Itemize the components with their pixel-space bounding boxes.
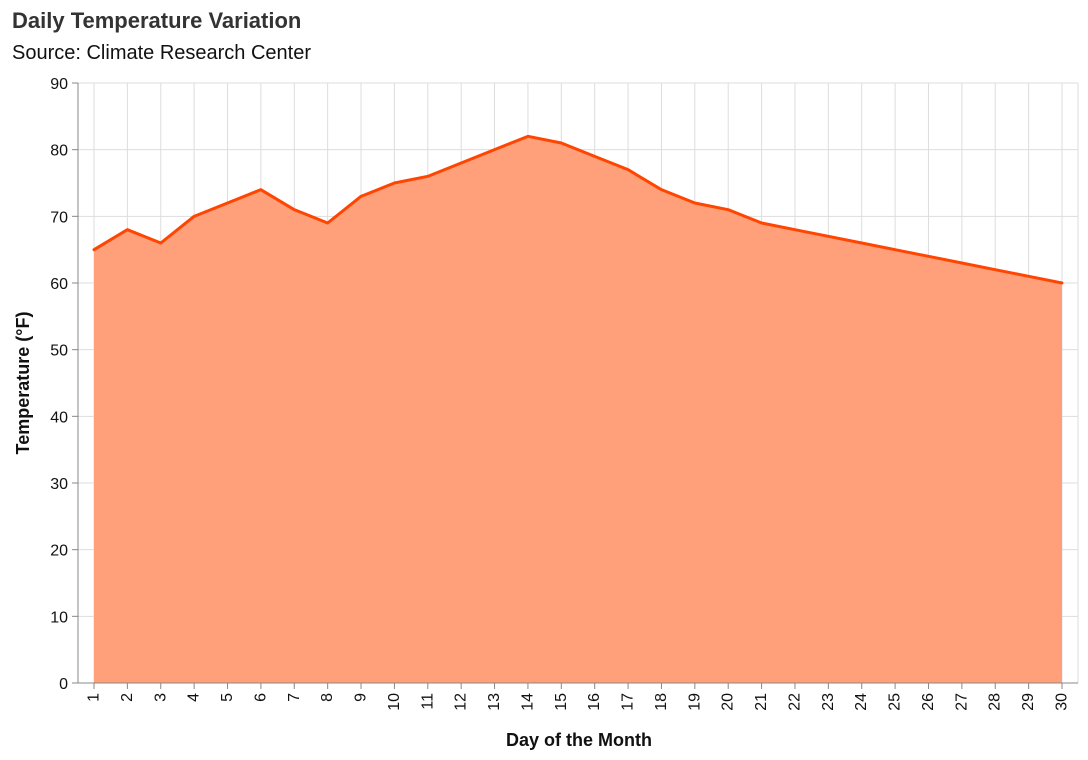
x-tick-label: 17 <box>620 693 637 711</box>
x-tick-label: 12 <box>453 693 470 711</box>
y-tick-label: 90 <box>50 76 68 93</box>
y-tick-label: 0 <box>59 676 68 693</box>
x-tick-label: 20 <box>720 693 737 711</box>
x-tick-label: 10 <box>386 693 403 711</box>
x-tick-label: 21 <box>753 693 770 711</box>
x-tick-label: 9 <box>353 693 370 702</box>
y-tick-label: 50 <box>50 343 68 360</box>
x-tick-label: 18 <box>653 693 670 711</box>
x-axis-title: Day of the Month <box>506 730 652 750</box>
x-tick-label: 5 <box>219 693 236 702</box>
x-tick-label: 25 <box>887 693 904 711</box>
x-tick-label: 27 <box>953 693 970 711</box>
x-tick-label: 7 <box>286 693 303 702</box>
y-tick-label: 30 <box>50 476 68 493</box>
x-tick-label: 1 <box>86 693 103 702</box>
x-axis-ticks: 1 2 3 4 5 6 7 8 9 10 11 12 13 14 15 16 17 18 19 20 21 22 23 24 2… <box>86 683 1071 711</box>
axes <box>77 83 1078 684</box>
x-tick-label: 11 <box>419 693 436 710</box>
y-axis-title: Temperature (°F) <box>13 312 33 455</box>
x-tick-label: 14 <box>519 693 536 711</box>
x-tick-label: 26 <box>920 693 937 711</box>
x-tick-label: 4 <box>186 693 203 702</box>
y-axis-ticks: 0 10 20 30 40 50 60 70 80 90 <box>50 76 78 693</box>
y-tick-label: 60 <box>50 276 68 293</box>
x-tick-label: 23 <box>820 693 837 711</box>
area-layer <box>92 134 1064 684</box>
y-tick-label: 20 <box>50 543 68 560</box>
x-tick-label: 29 <box>1020 693 1037 711</box>
y-tick-label: 10 <box>50 609 68 626</box>
x-tick-label: 30 <box>1054 693 1071 711</box>
x-tick-label: 8 <box>319 693 336 702</box>
x-tick-label: 15 <box>553 693 570 711</box>
temperature-line <box>92 134 1064 285</box>
x-tick-label: 3 <box>152 693 169 702</box>
x-tick-label: 22 <box>786 693 803 711</box>
chart-subtitle: Source: Climate Research Center <box>12 42 311 64</box>
y-tick-label: 70 <box>50 209 68 226</box>
y-tick-label: 80 <box>50 143 68 160</box>
x-tick-label: 28 <box>987 693 1004 711</box>
y-tick-label: 40 <box>50 409 68 426</box>
temperature-area <box>94 136 1062 684</box>
x-tick-label: 24 <box>853 693 870 711</box>
chart-title: Daily Temperature Variation <box>12 8 301 33</box>
x-tick-label: 6 <box>252 693 269 702</box>
x-tick-label: 13 <box>486 693 503 711</box>
x-tick-label: 16 <box>586 693 603 711</box>
x-tick-label: 19 <box>686 693 703 711</box>
x-tick-label: 2 <box>119 693 136 702</box>
